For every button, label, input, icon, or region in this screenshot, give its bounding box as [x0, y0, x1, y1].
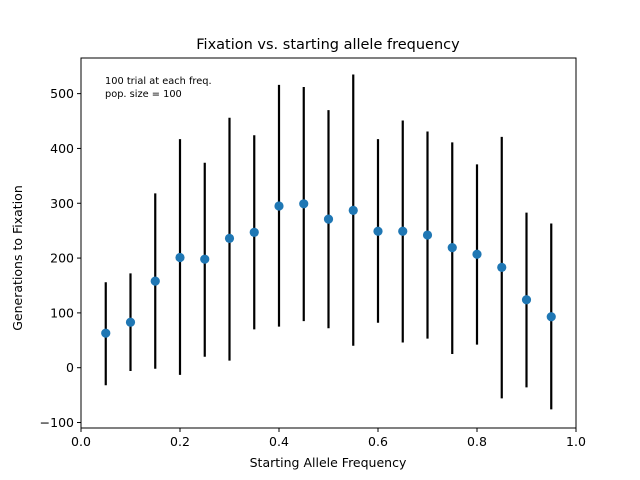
data-point [398, 226, 408, 236]
plot-area: 0.0 0.2 0.4 0.6 0.8 1.0 −100 0 100 200 300 400 500 [40, 57, 586, 449]
data-point [348, 205, 358, 215]
data-point [249, 227, 259, 237]
y-tick-label: 100 [50, 305, 74, 320]
data-point [323, 214, 334, 224]
x-tick-label: 0.6 [368, 434, 388, 449]
x-tick-label: 0.8 [467, 434, 487, 449]
y-tick-label: 0 [66, 360, 74, 375]
data-point [422, 230, 433, 240]
x-tick-label: 0.2 [170, 434, 190, 449]
annotation-pop-size: pop. size = 100 [105, 89, 182, 100]
data-point [546, 312, 556, 322]
y-tick-label: 200 [50, 251, 74, 266]
x-tick-label: 0.0 [71, 434, 91, 449]
chart-title: Fixation vs. starting allele frequency [196, 37, 460, 53]
data-point [175, 252, 185, 263]
data-point [447, 243, 457, 253]
data-point [521, 295, 532, 305]
data-point [373, 226, 383, 236]
y-tick-label: −100 [40, 415, 74, 430]
data-point [299, 199, 309, 209]
data-point [150, 276, 160, 286]
data-point [224, 233, 235, 243]
data-point [101, 328, 111, 338]
y-tick-label: 400 [50, 141, 74, 156]
y-axis-label: Generations to Fixation [10, 185, 25, 331]
x-tick-label: 1.0 [566, 434, 586, 449]
data-point [200, 254, 210, 264]
y-tick-label: 500 [50, 86, 74, 101]
data-point [125, 317, 136, 327]
x-tick-label: 0.4 [269, 434, 289, 449]
x-axis-label: Starting Allele Frequency [250, 455, 407, 470]
data-point [274, 201, 284, 211]
data-point [472, 249, 482, 259]
annotation-trials: 100 trial at each freq. [105, 76, 212, 87]
y-tick-label: 300 [50, 196, 74, 211]
axes-frame [80, 57, 577, 429]
data-point [497, 262, 507, 272]
